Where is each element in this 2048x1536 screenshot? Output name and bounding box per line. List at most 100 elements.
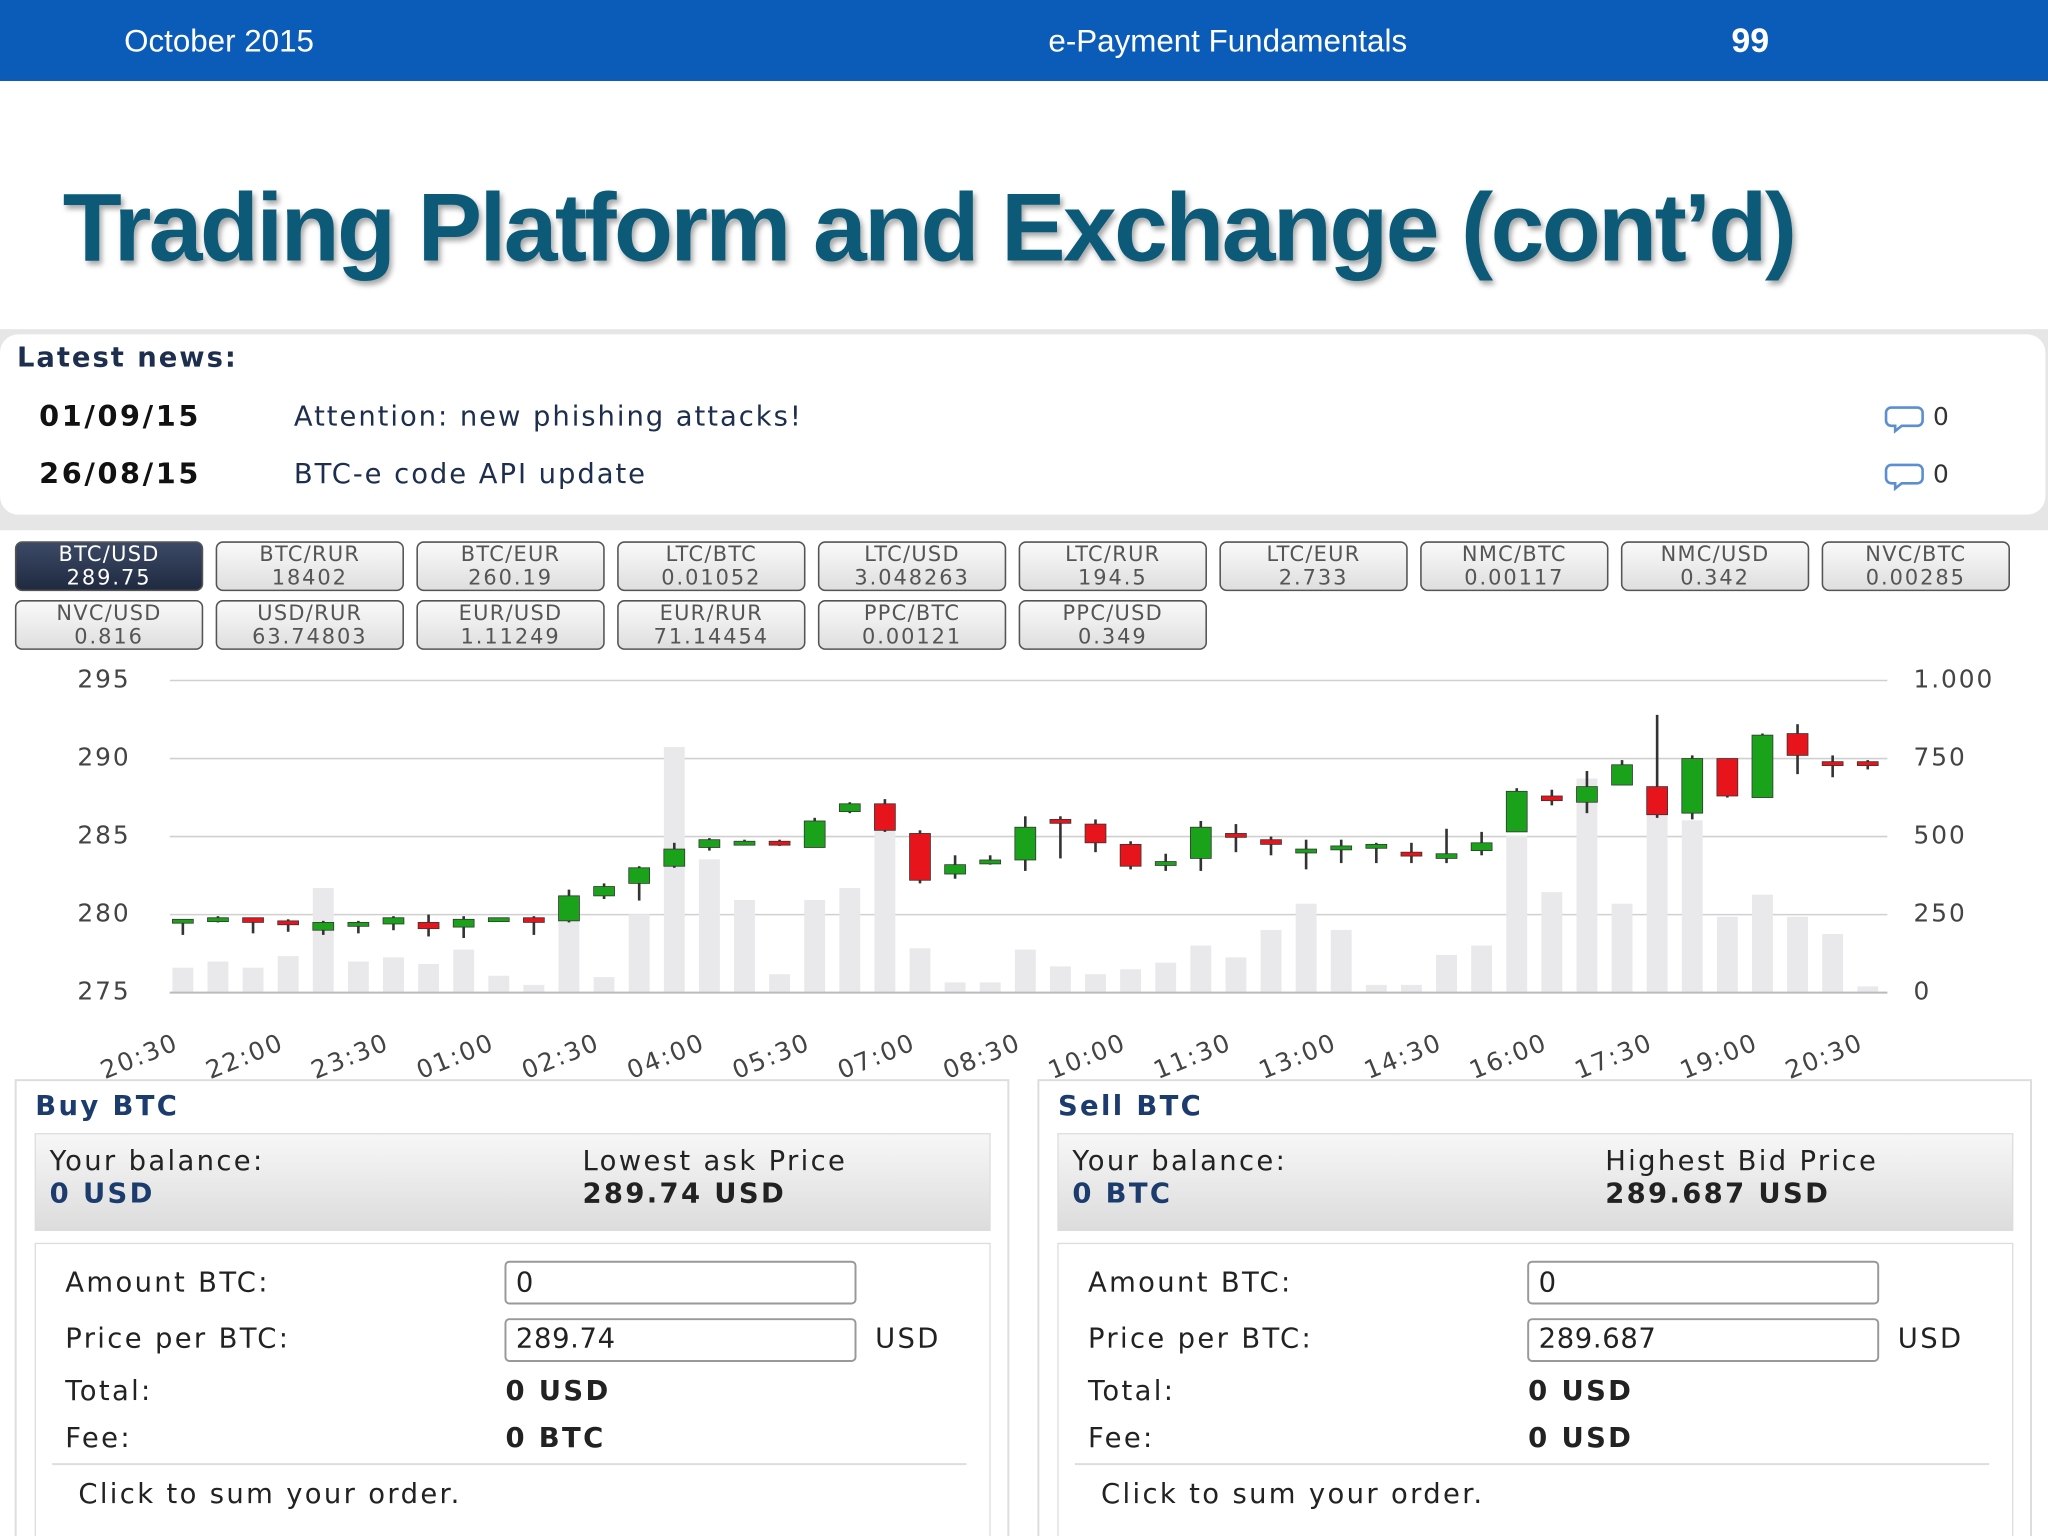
pair-price: 0.816 xyxy=(74,624,144,648)
volume-bar xyxy=(1225,957,1247,993)
volume-bar xyxy=(277,956,299,993)
pair-button[interactable] xyxy=(1018,541,1207,592)
price-per: 289.687 xyxy=(1539,1324,1657,1355)
hint[interactable]: Click to sum your order. xyxy=(78,1479,461,1510)
currency: USD xyxy=(875,1324,941,1355)
pair-button[interactable] xyxy=(215,600,404,650)
candle-body xyxy=(1681,758,1704,814)
pair-name: BTC/EUR xyxy=(461,542,561,566)
pair-name: EUR/USD xyxy=(459,601,563,625)
candle-body xyxy=(628,867,651,884)
news-heading: Latest news: xyxy=(17,343,238,374)
volume-bar xyxy=(1857,986,1879,993)
candle-body xyxy=(874,803,896,831)
pair-name: PPC/USD xyxy=(1063,601,1164,625)
pair-name: NVC/USD xyxy=(56,601,161,625)
volume-bar xyxy=(347,961,369,993)
volume-bar xyxy=(1014,949,1036,993)
total: 0 USD xyxy=(505,1376,610,1407)
volume-bar xyxy=(242,967,264,993)
volume-bar xyxy=(453,949,475,993)
volume-bar xyxy=(207,961,229,993)
candle-body xyxy=(1540,795,1563,802)
pair-button[interactable] xyxy=(817,541,1007,592)
volume-bar xyxy=(1471,945,1493,993)
pair-name: NMC/BTC xyxy=(1462,542,1567,566)
volume-bar xyxy=(1541,892,1563,993)
pair-button[interactable] xyxy=(14,541,204,592)
candle-body xyxy=(417,922,440,930)
pair-button[interactable] xyxy=(1821,541,2010,592)
volume-bar xyxy=(909,948,931,993)
volume-bar xyxy=(1822,933,1844,993)
pair-name: LTC/USD xyxy=(864,542,960,566)
amount: 0 xyxy=(516,1267,534,1298)
pair-price: 0.00121 xyxy=(862,624,962,648)
volume-bar xyxy=(663,746,685,993)
volume-bar xyxy=(628,914,650,993)
comment-icon xyxy=(1884,406,1924,434)
pair-name: PPC/BTC xyxy=(864,601,960,625)
y-tick-label: 295 xyxy=(77,664,130,693)
candle-body xyxy=(1611,764,1633,786)
candle-body xyxy=(1716,758,1739,797)
y-tick-label: 275 xyxy=(77,977,130,1006)
pair-button[interactable] xyxy=(1420,541,1609,592)
volume-bar xyxy=(1506,835,1528,993)
amount-input[interactable] xyxy=(1527,1260,1880,1305)
candle-body xyxy=(1505,790,1528,833)
volume-bar xyxy=(1330,929,1352,993)
candle-body xyxy=(523,917,545,923)
price-input[interactable] xyxy=(504,1318,857,1362)
candle-body xyxy=(909,833,931,881)
price-input[interactable] xyxy=(1527,1318,1880,1362)
price-label: Highest Bid Price xyxy=(1605,1146,1878,1177)
pair-name: USD/RUR xyxy=(257,601,362,625)
candle-body xyxy=(1225,833,1247,838)
pair-button[interactable] xyxy=(416,600,605,650)
amount-label: Amount BTC: xyxy=(65,1267,270,1298)
pair-button[interactable] xyxy=(1219,541,1408,592)
candle-body xyxy=(277,920,300,926)
header-course: e-Payment Fundamentals xyxy=(1048,23,1407,58)
candle-body xyxy=(1751,734,1774,798)
title: Sell BTC xyxy=(1058,1091,1203,1122)
pair-button[interactable] xyxy=(215,541,404,592)
candle-body xyxy=(698,839,721,848)
pair-price: 1.11249 xyxy=(461,624,561,648)
y2-tick-label: 500 xyxy=(1913,821,1966,850)
price: 289.687 USD xyxy=(1605,1179,1830,1210)
comment-count: 0 xyxy=(1933,459,1949,488)
fee: 0 USD xyxy=(1528,1423,1633,1454)
page-number: 99 xyxy=(1731,22,1769,60)
pair-price: 0.01052 xyxy=(661,566,761,590)
amount-input[interactable] xyxy=(504,1260,857,1305)
news-text: Attention: new phishing attacks! xyxy=(294,401,803,432)
total-label: Total: xyxy=(64,1376,152,1407)
volume-bar xyxy=(1646,809,1668,993)
candle-body xyxy=(838,803,861,812)
pair-button[interactable] xyxy=(1620,541,1810,592)
pair-button[interactable] xyxy=(416,541,605,592)
candle-body xyxy=(1400,851,1423,857)
volume-bar xyxy=(172,967,194,993)
pair-button[interactable] xyxy=(1018,600,1207,650)
candle-body xyxy=(382,917,405,925)
candle-body xyxy=(558,895,580,922)
pair-button[interactable] xyxy=(617,541,806,592)
pair-button[interactable] xyxy=(817,600,1007,650)
total-label: Total: xyxy=(1087,1376,1175,1407)
pair-name: LTC/EUR xyxy=(1267,542,1361,566)
balance-label: Your balance: xyxy=(49,1146,265,1177)
candle-body xyxy=(1189,826,1212,859)
pair-button[interactable] xyxy=(14,600,204,650)
volume-bar xyxy=(944,982,966,993)
pair-price: 18402 xyxy=(272,566,348,590)
pair-button[interactable] xyxy=(617,600,806,650)
hint[interactable]: Click to sum your order. xyxy=(1101,1479,1484,1510)
pair-name: LTC/RUR xyxy=(1065,542,1160,566)
candle-body xyxy=(663,848,686,867)
volume-bar xyxy=(874,824,896,993)
candle-body xyxy=(1295,848,1317,854)
